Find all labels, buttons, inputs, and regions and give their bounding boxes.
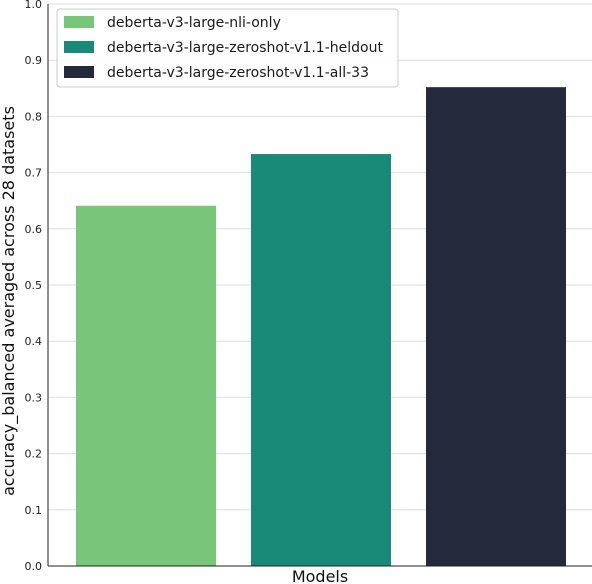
legend-box: [56, 8, 399, 88]
legend-label: deberta-v3-large-zeroshot-v1.1-all-33: [107, 65, 369, 81]
y-tick-labels: 0.0 0.1 0.2 0.3 0.4 0.5 0.6 0.7 0.8 0.9 1.0: [25, 0, 43, 573]
legend: deberta-v3-large-nli-only deberta-v3-larg…: [56, 8, 399, 88]
bar-3: [426, 87, 566, 567]
y-tick-label: 0.7: [25, 167, 43, 180]
x-axis-title: Models: [292, 567, 348, 584]
y-tick-label: 1.0: [25, 0, 43, 11]
y-tick-label: 0.0: [25, 560, 43, 573]
y-tick-label: 0.9: [25, 54, 43, 67]
bars: [76, 87, 566, 567]
legend-label: deberta-v3-large-nli-only: [107, 15, 281, 31]
bar-1: [76, 205, 216, 566]
y-tick-label: 0.3: [25, 391, 43, 404]
y-axis-title: accuracy_balanced averaged across 28 dat…: [0, 106, 19, 496]
legend-label: deberta-v3-large-zeroshot-v1.1-heldout: [107, 40, 383, 56]
axes: [47, 4, 592, 567]
y-tick-label: 0.6: [25, 223, 43, 236]
bar-2: [251, 154, 391, 566]
y-tick-label: 0.8: [25, 110, 43, 123]
y-tick-label: 0.4: [25, 335, 43, 348]
legend-swatch: [64, 16, 94, 28]
y-tick-label: 0.5: [25, 279, 43, 292]
y-tick-label: 0.1: [25, 504, 43, 517]
legend-swatch: [64, 41, 94, 53]
y-tick-label: 0.2: [25, 448, 43, 461]
legend-swatch: [64, 66, 94, 78]
